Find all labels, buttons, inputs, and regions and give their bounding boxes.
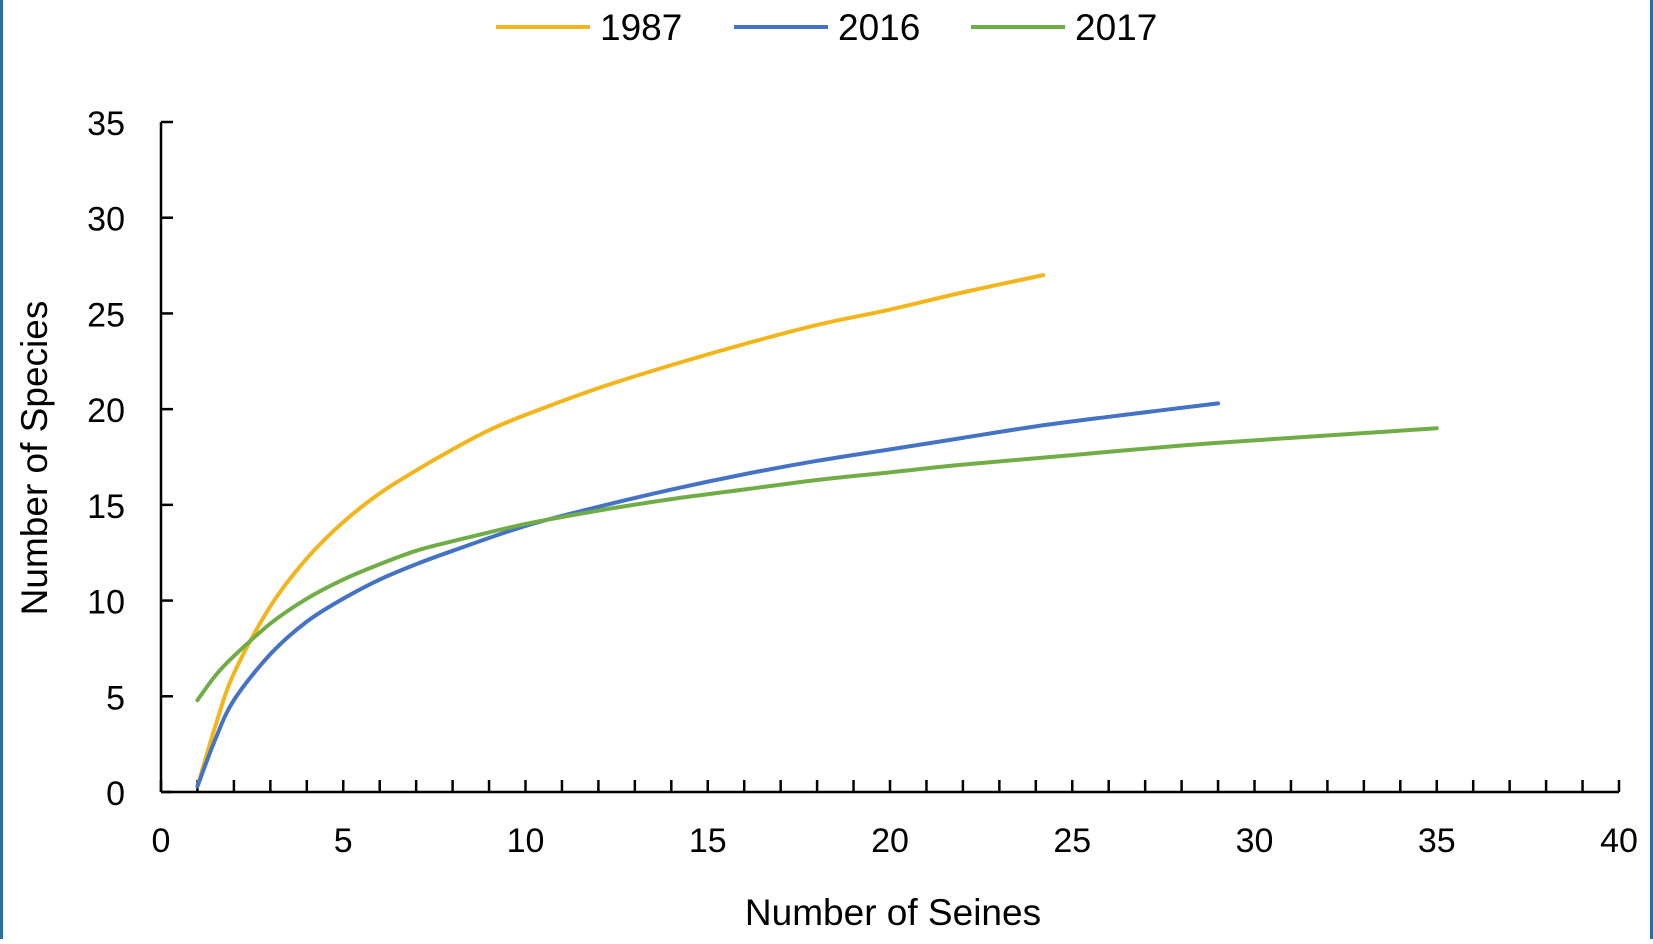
y-tick-label: 5 <box>106 679 125 717</box>
y-axis: 0 5 10 15 20 25 30 35 <box>87 105 173 813</box>
x-tick-label: 35 <box>1418 822 1456 860</box>
y-tick-label: 20 <box>87 392 125 430</box>
series-line-2016 <box>195 401 1221 789</box>
x-axis-label: Number of Seines <box>745 892 1041 933</box>
x-tick-label: 15 <box>689 822 727 860</box>
x-axis: 0 5 10 15 20 25 30 35 40 <box>152 780 1638 860</box>
y-axis-label: Number of Species <box>14 301 55 616</box>
legend-label-2017: 2017 <box>1075 7 1157 48</box>
x-tick-label: 30 <box>1236 822 1274 860</box>
legend-label-2016: 2016 <box>838 7 920 48</box>
x-tick-label: 10 <box>507 822 545 860</box>
y-tick-label: 25 <box>87 296 125 334</box>
y-tick-label: 35 <box>87 105 125 143</box>
series-line-1987 <box>195 273 1046 789</box>
legend-label-1987: 1987 <box>600 7 682 48</box>
x-tick-label: 20 <box>871 822 909 860</box>
x-tick-label: 0 <box>152 822 171 860</box>
y-tick-label: 10 <box>87 584 125 622</box>
line-chart: 1987 2016 2017 0 5 10 15 20 25 30 35 0 5 10 15 20 25 30… <box>14 7 1638 933</box>
series-line-2017 <box>195 426 1439 703</box>
series-group <box>195 273 1439 789</box>
x-tick-label: 25 <box>1053 822 1091 860</box>
y-tick-label: 30 <box>87 201 125 239</box>
x-tick-label: 5 <box>334 822 353 860</box>
x-tick-label: 40 <box>1600 822 1638 860</box>
legend: 1987 2016 2017 <box>496 7 1157 48</box>
y-tick-label: 15 <box>87 488 125 526</box>
y-tick-label: 0 <box>106 775 125 813</box>
